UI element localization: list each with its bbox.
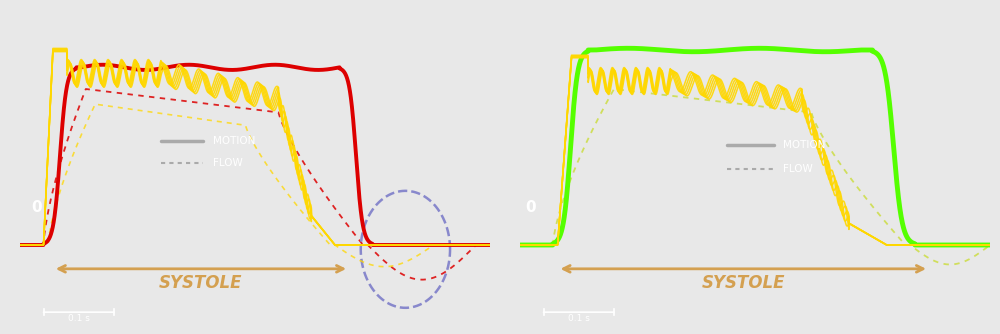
Text: FLOW: FLOW [213,158,242,168]
Text: 0: 0 [32,200,42,214]
Text: MOTION: MOTION [213,136,255,146]
Text: 0.1 s: 0.1 s [568,314,590,323]
Text: MOTION: MOTION [783,140,826,150]
Text: SYSTOLE: SYSTOLE [159,274,243,292]
Text: 0.1 s: 0.1 s [68,314,90,323]
Text: FLOW: FLOW [783,164,813,174]
Text: SYSTOLE: SYSTOLE [702,274,785,292]
Text: 0: 0 [526,200,536,214]
